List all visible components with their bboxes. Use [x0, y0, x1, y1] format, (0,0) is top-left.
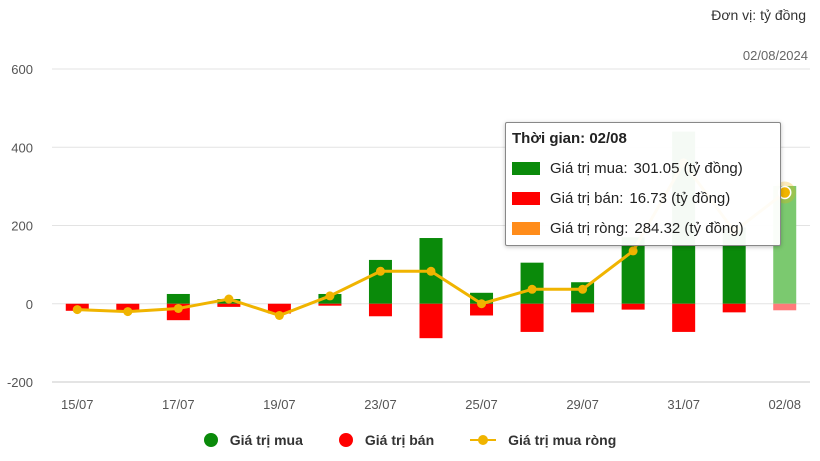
legend-item-sell[interactable]: Giá trị bán [338, 432, 435, 448]
legend-marker-buy [203, 433, 218, 447]
bar-sell [217, 303, 241, 307]
bar-buy [368, 259, 392, 304]
bar-sell [773, 303, 797, 311]
legend-marker-net [470, 433, 497, 447]
net-point [224, 294, 234, 304]
net-point [477, 299, 487, 309]
tooltip-title: Thời gian: 02/08 [512, 130, 627, 147]
net-point [72, 305, 82, 315]
bar-sell [520, 303, 544, 332]
tooltip-label-buy: Giá trị mua: [550, 159, 628, 177]
tooltip-label-net: Giá trị ròng: [550, 219, 629, 237]
net-point [173, 303, 183, 313]
net-point [375, 266, 385, 276]
bar-buy [166, 293, 190, 304]
legend-label-sell: Giá trị bán [364, 432, 435, 448]
date-label: 02/08/2024 [742, 48, 808, 63]
bar-sell [368, 303, 392, 317]
net-point [578, 284, 588, 294]
legend-item-net[interactable]: Giá trị mua ròng [470, 432, 616, 448]
tooltip-swatch-buy [512, 161, 540, 175]
net-point [426, 266, 436, 276]
tooltip-value-net: 284.32 (tỷ đồng) [634, 219, 744, 237]
y-tick-label: 200 [11, 219, 33, 234]
bar-buy [470, 292, 494, 304]
tooltip-value-sell: 16.73 (tỷ đồng) [629, 189, 731, 207]
legend-label-buy: Giá trị mua [229, 432, 303, 448]
tooltip-swatch-sell [512, 191, 540, 205]
bar-sell [267, 303, 291, 314]
x-tick-label: 02/08 [768, 397, 801, 412]
y-tick-label: 600 [11, 62, 33, 77]
x-tick-label: 17/07 [162, 397, 195, 412]
y-tick-label: -200 [7, 375, 33, 390]
x-tick-label: 15/07 [61, 397, 94, 412]
tooltip-row-sell: Giá trị bán: 16.73 (tỷ đồng) [512, 183, 774, 213]
legend-item-buy[interactable]: Giá trị mua [203, 432, 303, 448]
bar-buy [520, 262, 544, 304]
bar-sell [470, 303, 494, 316]
net-point [325, 291, 335, 301]
x-tick-label: 23/07 [364, 397, 397, 412]
bar-sell [571, 303, 595, 313]
tooltip-swatch-net [512, 221, 540, 235]
unit-label: Đơn vị: tỷ đồng [711, 7, 806, 23]
x-tick-label: 19/07 [263, 397, 296, 412]
net-point [274, 310, 284, 320]
tooltip-row-buy: Giá trị mua: 301.05 (tỷ đồng) [512, 153, 774, 183]
tooltip-row-net: Giá trị ròng: 284.32 (tỷ đồng) [512, 213, 774, 243]
tooltip-label-sell: Giá trị bán: [550, 189, 624, 207]
bar-sell [419, 303, 443, 339]
legend-label-net: Giá trị mua ròng [508, 432, 617, 448]
tooltip: Thời gian: 02/08 Giá trị mua: 301.05 (tỷ… [505, 122, 781, 246]
net-point [628, 246, 638, 256]
bar-sell [672, 303, 696, 332]
tooltip-value-buy: 301.05 (tỷ đồng) [633, 159, 743, 177]
y-tick-label: 400 [11, 140, 33, 155]
legend-marker-sell [338, 433, 353, 447]
net-point [527, 284, 537, 294]
legend: Giá trị mua Giá trị bán Giá trị mua ròng [0, 432, 820, 448]
net-point [123, 307, 133, 317]
bar-sell [621, 303, 645, 310]
x-tick-label: 25/07 [465, 397, 498, 412]
bar-sell [722, 303, 746, 313]
x-tick-label: 31/07 [667, 397, 700, 412]
x-tick-label: 29/07 [566, 397, 599, 412]
y-tick-label: 0 [26, 297, 33, 312]
bar-sell [318, 303, 342, 306]
bar-buy [722, 227, 746, 304]
